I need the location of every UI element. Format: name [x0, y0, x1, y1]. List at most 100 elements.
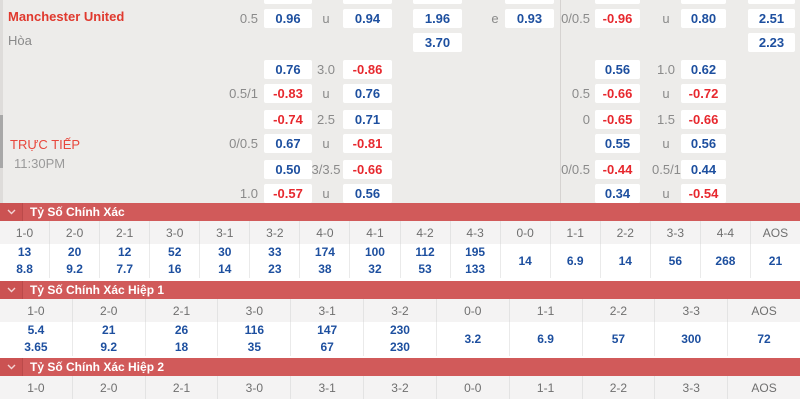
odds-box[interactable]: -0.66	[595, 84, 640, 103]
odds-box[interactable]: 0.56	[595, 60, 640, 79]
score-column-header: AOS	[749, 221, 800, 244]
score-odds-value[interactable]: 52	[168, 245, 182, 259]
score-odds-value[interactable]: 14	[218, 262, 232, 276]
score-odds-value[interactable]: 6.9	[566, 253, 584, 268]
score-odds-value[interactable]: 174	[314, 245, 335, 259]
score-column-header: 2-1	[144, 299, 218, 322]
odds-box[interactable]: -0.65	[595, 110, 640, 129]
scrollbar-thumb[interactable]	[0, 115, 3, 168]
odds-box[interactable]: 0.93	[505, 9, 554, 28]
score-column-header: 2-1	[144, 376, 218, 399]
odds-box[interactable]: 0.94	[343, 9, 392, 28]
score-column: 147 67	[290, 322, 363, 356]
score-odds-value[interactable]: 9.2	[100, 340, 118, 354]
odds-box[interactable]: 3.70	[413, 33, 462, 52]
odds-box[interactable]: 0.67	[264, 134, 312, 153]
odds-box[interactable]: -0.86	[343, 60, 392, 79]
score-odds-value[interactable]: 21	[768, 253, 783, 268]
odds-box[interactable]: -0.44	[595, 160, 640, 179]
odds-box[interactable]: 0.55	[595, 134, 640, 153]
score-odds-value[interactable]: 8.8	[16, 262, 33, 276]
odds-box[interactable]: 0.80	[681, 9, 726, 28]
score-odds-value[interactable]: 16	[168, 262, 182, 276]
score-odds-value[interactable]: 116	[244, 323, 265, 337]
market-section-header[interactable]: Tỷ Số Chính Xác	[0, 203, 800, 221]
chevron-down-icon[interactable]	[0, 281, 23, 299]
odds-box[interactable]: 0.44	[681, 160, 726, 179]
odds-box[interactable]: -0.83	[264, 84, 312, 103]
odds-box[interactable]: 0.62	[681, 60, 726, 79]
odds-box[interactable]: -0.74	[264, 110, 312, 129]
odds-box[interactable]: 0.56	[343, 184, 392, 203]
odds-box[interactable]: -0.54	[681, 184, 726, 203]
score-odds-value[interactable]: 23	[268, 262, 282, 276]
score-odds-value[interactable]: 35	[247, 340, 262, 354]
odds-box[interactable]: 0.76	[264, 60, 312, 79]
score-odds-value[interactable]: 32	[368, 262, 382, 276]
odds-group-divider	[560, 0, 561, 203]
odds-line-label: 0.5/1	[652, 162, 681, 177]
odds-line-label: e	[491, 11, 499, 26]
score-odds-value[interactable]: 26	[174, 323, 189, 337]
score-odds-value[interactable]: 112	[415, 245, 435, 259]
score-odds-value[interactable]: 7.7	[116, 262, 133, 276]
score-odds-value[interactable]: 268	[715, 253, 736, 268]
score-odds-value[interactable]: 100	[364, 245, 385, 259]
chevron-down-icon[interactable]	[0, 203, 23, 221]
score-odds-value[interactable]: 230	[389, 323, 410, 337]
score-odds-value[interactable]: 18	[174, 340, 189, 354]
score-odds-value[interactable]: 3.65	[24, 340, 48, 354]
score-odds-value[interactable]: 67	[320, 340, 334, 354]
odds-box[interactable]: 0.96	[264, 9, 312, 28]
score-odds-value[interactable]: 300	[681, 331, 702, 346]
odds-box[interactable]: -0.57	[264, 184, 312, 203]
score-odds-value[interactable]: 12	[117, 245, 132, 259]
score-odds-value[interactable]: 230	[389, 340, 410, 354]
odds-box[interactable]: -0.96	[595, 9, 640, 28]
market-section-header[interactable]: Tỷ Số Chính Xác Hiệp 1	[0, 281, 800, 299]
score-odds-value[interactable]: 195	[465, 245, 486, 259]
score-column: 14	[599, 244, 650, 278]
odds-box[interactable]: 2.51	[748, 9, 795, 28]
score-odds-value[interactable]: 20	[67, 245, 82, 259]
odds-box[interactable]: -0.72	[681, 84, 726, 103]
score-odds-value[interactable]: 30	[218, 245, 232, 259]
score-odds-value[interactable]: 56	[668, 253, 683, 268]
score-odds-value[interactable]: 5.4	[27, 323, 45, 337]
odds-box[interactable]: 2.23	[748, 33, 795, 52]
score-column: 14	[499, 244, 550, 278]
score-odds-value[interactable]: 53	[418, 262, 432, 276]
score-odds-value[interactable]: 21	[102, 323, 116, 337]
score-odds-value[interactable]: 133	[465, 262, 486, 276]
odds-box[interactable]: -0.66	[681, 110, 726, 129]
scrollbar[interactable]	[0, 0, 3, 203]
score-odds-value[interactable]: 14	[518, 253, 532, 268]
odds-box[interactable]: 0.71	[343, 110, 392, 129]
odds-box[interactable]: 0.34	[595, 184, 640, 203]
score-odds-value[interactable]: 57	[611, 331, 626, 346]
odds-box[interactable]: 1.96	[413, 9, 462, 28]
odds-box[interactable]: 0.56	[681, 134, 726, 153]
score-odds-value[interactable]: 38	[318, 262, 332, 276]
odds-box[interactable]: -0.66	[343, 160, 392, 179]
chevron-down-icon[interactable]	[0, 358, 23, 376]
score-odds-value[interactable]: 9.2	[66, 262, 83, 276]
score-odds-value[interactable]: 72	[757, 331, 771, 346]
market-section-header[interactable]: Tỷ Số Chính Xác Hiệp 2	[0, 358, 800, 376]
odds-line-label: u	[662, 86, 670, 101]
score-column: 56	[649, 244, 700, 278]
score-column: 13 8.8	[0, 244, 49, 278]
score-odds-value[interactable]: 147	[317, 323, 338, 337]
score-odds-value[interactable]: 3.2	[464, 331, 482, 346]
odds-row: 0.5 0.96 u 0.94 1.96 e 0.93 0/0.5 -0.96 u 0.80 2.51	[0, 9, 800, 28]
score-odds-value[interactable]: 6.9	[537, 331, 554, 346]
score-odds-value[interactable]: 13	[17, 245, 32, 259]
score-odds-value[interactable]: 33	[268, 245, 282, 259]
odds-box[interactable]: 0.76	[343, 84, 392, 103]
cutoff-odds-box	[681, 0, 726, 4]
score-odds-value[interactable]: 14	[618, 253, 632, 268]
odds-box[interactable]: -0.81	[343, 134, 392, 153]
score-column-header: 1-1	[508, 299, 582, 322]
odds-box[interactable]: 0.50	[264, 160, 312, 179]
score-column: 6.9	[549, 244, 600, 278]
